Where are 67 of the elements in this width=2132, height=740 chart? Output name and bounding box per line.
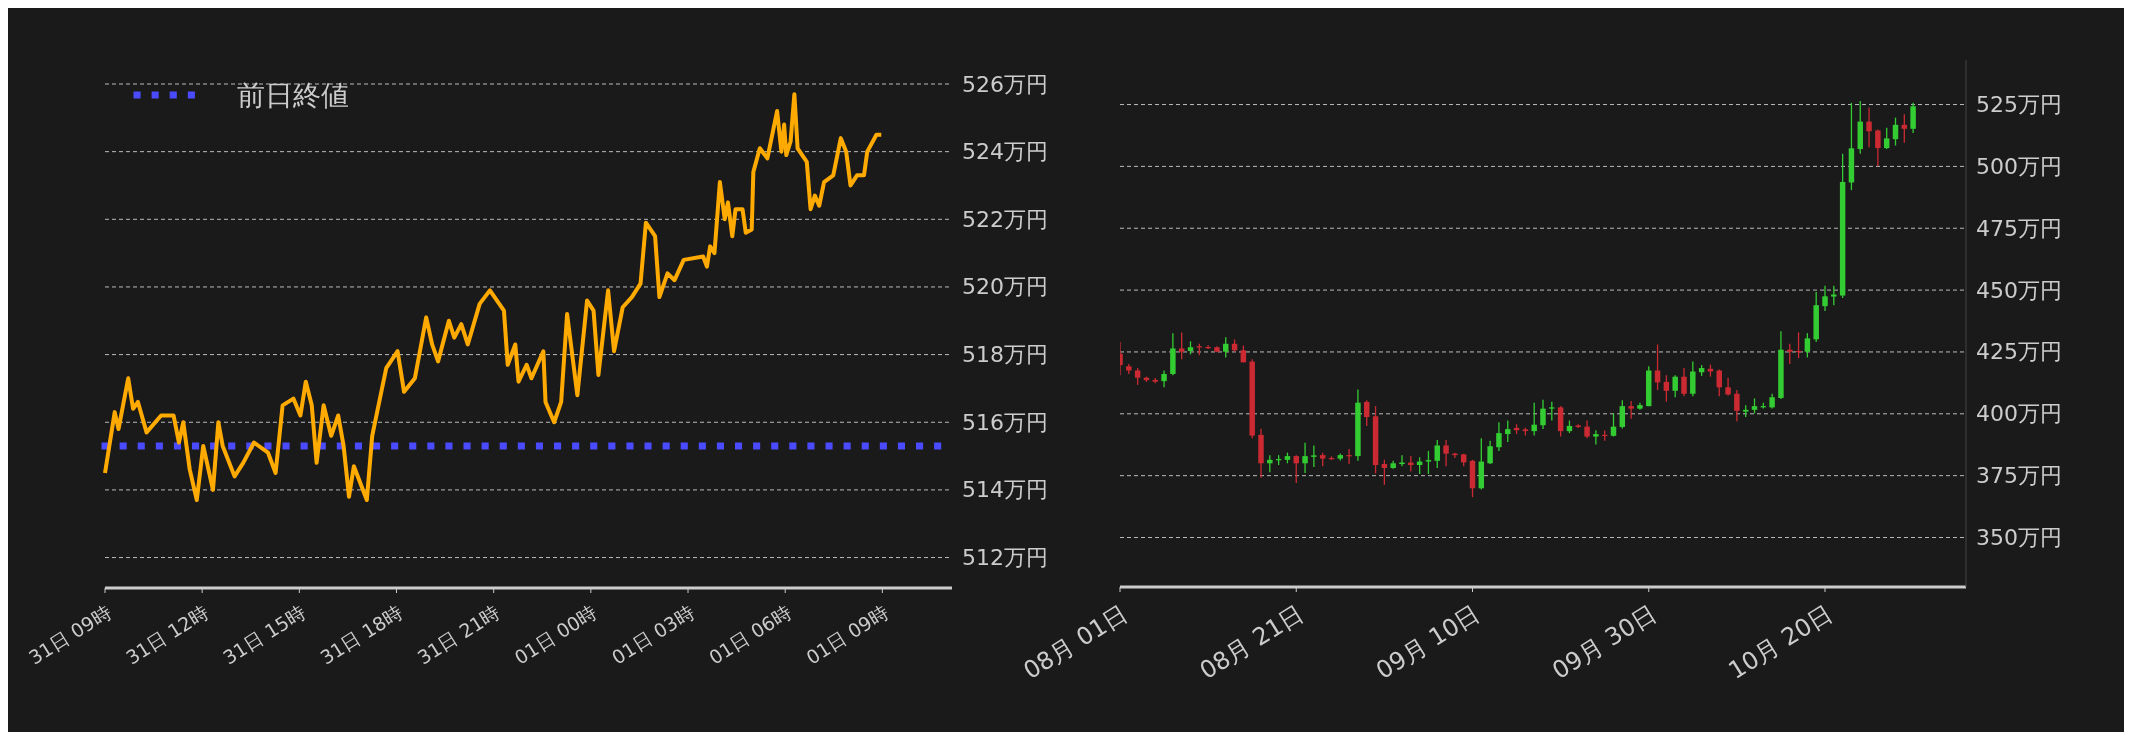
candlestick xyxy=(1487,440,1493,465)
x-tick-label: 09月 10日 xyxy=(1371,599,1485,685)
candlestick xyxy=(1557,405,1564,438)
candlestick xyxy=(1593,429,1599,446)
candlestick xyxy=(1619,399,1626,430)
y-tick-label: 500万円 xyxy=(1976,153,2062,179)
y-tick-label: 400万円 xyxy=(1976,401,2062,427)
candlestick xyxy=(1866,106,1872,148)
x-tick-label: 01日 03時 xyxy=(607,600,698,669)
x-tick-label: 31日 21時 xyxy=(413,600,504,669)
y-tick-label: 525万円 xyxy=(1976,92,2062,118)
candlestick xyxy=(1311,444,1317,468)
candlestick xyxy=(1223,336,1229,359)
candlestick xyxy=(1901,113,1908,144)
x-tick-label: 31日 15時 xyxy=(219,600,310,669)
y-tick-label: 522万円 xyxy=(962,206,1048,232)
legend-label: 前日終値 xyxy=(237,78,349,112)
candlestick xyxy=(1672,374,1678,398)
candlestick xyxy=(1505,419,1511,443)
candlestick xyxy=(1787,343,1793,365)
x-tick-label: 01日 00時 xyxy=(510,600,601,669)
candlestick xyxy=(1549,401,1555,422)
candlestick xyxy=(1364,399,1370,427)
candlestick xyxy=(1496,421,1502,452)
candlestick xyxy=(1381,459,1388,486)
candlestick xyxy=(1434,439,1440,469)
x-tick-label: 08月 01日 xyxy=(1018,599,1133,685)
y-tick-label: 514万円 xyxy=(962,477,1048,503)
candlestick xyxy=(1540,399,1546,430)
y-tick-label: 516万円 xyxy=(962,409,1048,435)
y-tick-label: 425万円 xyxy=(1976,339,2062,365)
x-tick-label: 01日 09時 xyxy=(802,600,893,669)
candlestick xyxy=(1804,332,1811,359)
candlestick xyxy=(1443,439,1449,467)
y-tick-label: 524万円 xyxy=(962,139,1048,165)
y-tick-label: 450万円 xyxy=(1976,277,2062,303)
y-tick-label: 526万円 xyxy=(962,71,1048,97)
y-tick-label: 475万円 xyxy=(1976,215,2062,241)
candlestick xyxy=(1293,454,1299,484)
x-tick-label: 01日 06時 xyxy=(704,600,795,669)
x-tick-label: 09月 30日 xyxy=(1547,599,1662,685)
candlestick xyxy=(1178,331,1185,360)
candlestick xyxy=(1628,400,1634,420)
candlestick xyxy=(1910,102,1916,134)
x-tick-label: 31日 09時 xyxy=(24,600,115,669)
candlestick xyxy=(1875,128,1881,167)
candlestick xyxy=(1531,402,1537,437)
candlestick xyxy=(1892,117,1899,147)
candlestick xyxy=(1425,450,1432,475)
x-tick-label: 31日 18時 xyxy=(316,600,407,669)
x-tick-label: 10月 20日 xyxy=(1723,599,1838,685)
y-tick-label: 375万円 xyxy=(1976,463,2062,489)
y-tick-label: 350万円 xyxy=(1976,525,2062,551)
x-tick-label: 08月 21日 xyxy=(1194,599,1309,685)
y-tick-label: 520万円 xyxy=(962,274,1048,300)
candlestick xyxy=(1690,360,1696,397)
candlestick xyxy=(1302,442,1308,474)
candlestick xyxy=(1822,285,1828,312)
y-tick-label: 518万円 xyxy=(962,342,1048,368)
y-tick-label: 512万円 xyxy=(962,545,1048,571)
candlestick xyxy=(1610,412,1617,438)
candlestick xyxy=(1883,127,1890,150)
candlestick xyxy=(1734,389,1740,422)
candlestick xyxy=(1663,374,1670,403)
x-tick-label: 31日 12時 xyxy=(121,600,212,669)
candlestick xyxy=(1681,367,1687,397)
candlestick xyxy=(1831,285,1837,306)
